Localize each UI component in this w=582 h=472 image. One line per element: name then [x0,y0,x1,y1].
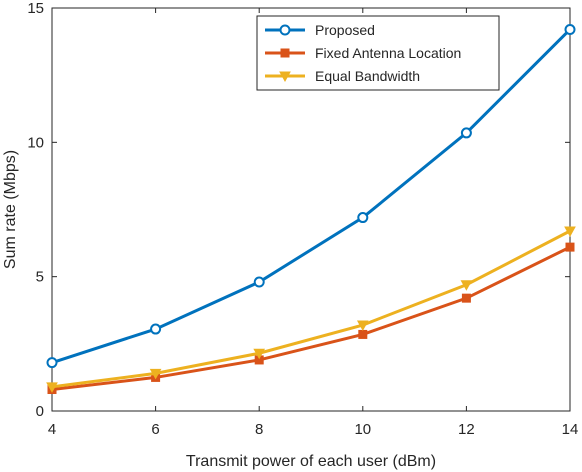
data-point [461,293,471,303]
legend-label: Fixed Antenna Location [315,45,461,61]
y-tick-label: 10 [27,134,44,151]
data-point [460,280,473,291]
x-tick-label: 6 [151,421,159,438]
y-tick-label: 5 [36,269,44,286]
x-axis-label: Transmit power of each user (dBm) [186,453,436,470]
x-tick-label: 10 [354,421,371,438]
series-0 [46,23,576,369]
data-point [46,382,58,393]
data-point [460,127,472,139]
legend-entry: Fixed Antenna Location [265,45,461,61]
data-point [357,212,369,224]
series-line [51,229,571,389]
legend-marker [279,71,291,83]
y-tick-label: 0 [36,403,44,420]
legend-label: Equal Bandwidth [315,68,420,84]
legend-label: Proposed [315,22,375,38]
data-point [46,357,58,369]
plot-area-frame [51,7,571,412]
data-point [253,348,266,360]
series-2 [46,226,576,393]
series-line [51,245,571,391]
y-axis-label: Sum rate (Mbps) [2,150,19,269]
data-point [564,226,576,238]
x-tick-label: 14 [562,421,579,438]
data-point [565,242,575,252]
x-tick-label: 8 [255,421,263,438]
data-point [564,23,576,35]
legend-entry: Proposed [265,22,375,38]
y-tick-label: 15 [27,0,44,17]
legend-marker [280,48,290,58]
series-line [51,28,572,365]
data-point [150,323,162,335]
axis-ticks: 4 6 8 10 12 14 0 5 10 15 [27,0,578,438]
series-group [46,23,576,395]
legend-entry: Equal Bandwidth [265,68,420,84]
data-point [253,276,265,288]
data-point [356,320,369,332]
x-tick-label: 12 [458,421,475,438]
data-point [358,329,368,339]
data-point [149,368,162,380]
x-tick-label: 4 [48,421,56,438]
legend-marker [279,24,291,36]
legend: Proposed Fixed Antenna Location Equal Band… [256,15,500,91]
